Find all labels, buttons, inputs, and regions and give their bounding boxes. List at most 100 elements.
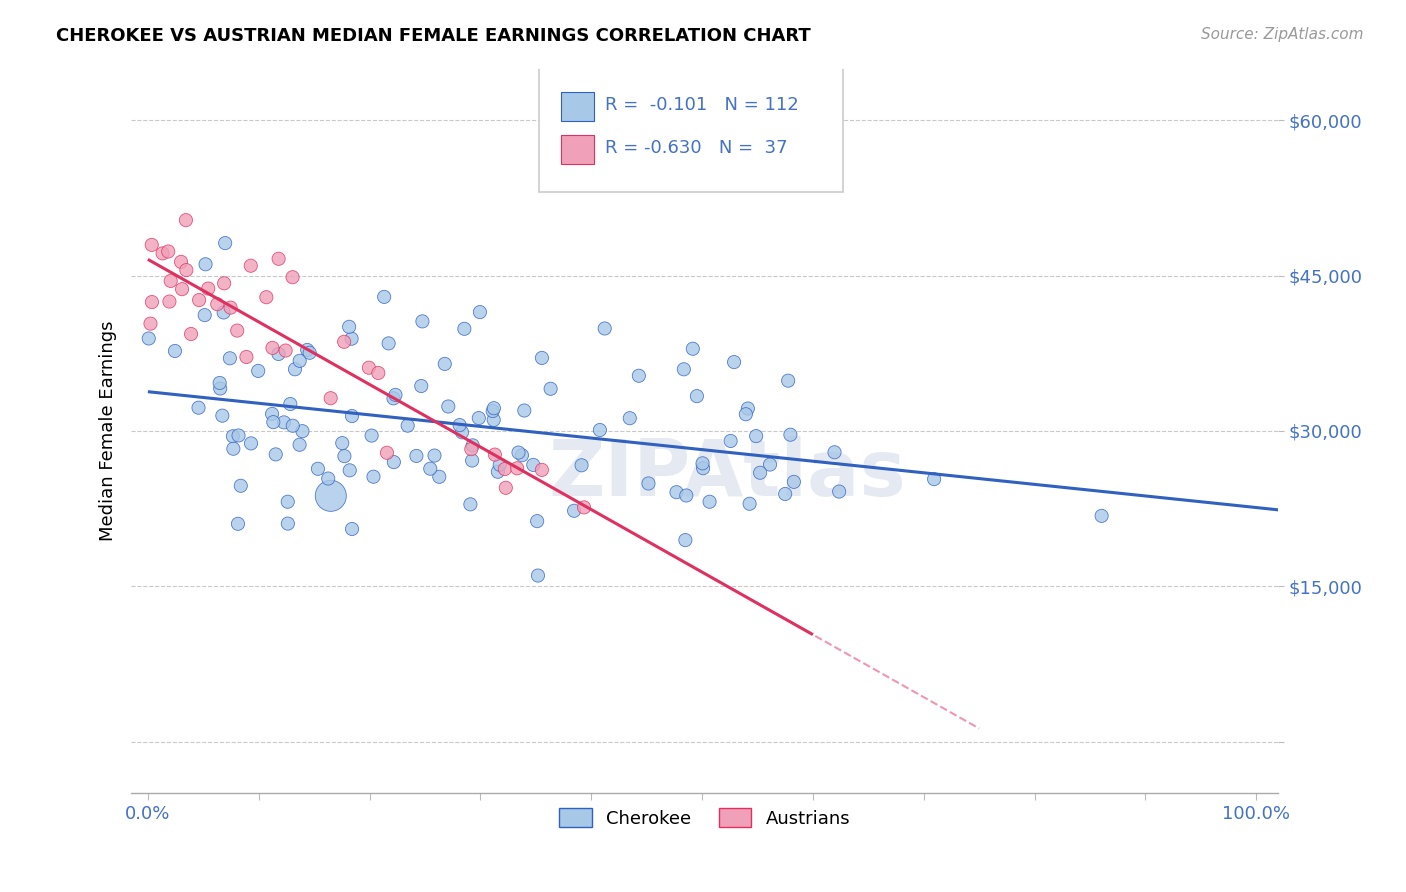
Point bbox=[433, 357, 456, 371]
Point bbox=[506, 461, 529, 475]
Point bbox=[530, 463, 553, 477]
Point bbox=[222, 442, 245, 456]
Point bbox=[759, 458, 782, 472]
Point bbox=[627, 368, 650, 383]
Point bbox=[262, 415, 284, 429]
Point bbox=[453, 322, 475, 336]
Point bbox=[298, 345, 321, 359]
Point bbox=[340, 522, 363, 536]
Point bbox=[330, 436, 353, 450]
Point bbox=[319, 391, 342, 405]
Point bbox=[373, 290, 395, 304]
Point bbox=[207, 297, 229, 311]
Point bbox=[247, 364, 270, 378]
Point bbox=[749, 466, 772, 480]
Point bbox=[734, 407, 756, 421]
Point bbox=[141, 238, 163, 252]
Point bbox=[482, 413, 505, 427]
Point bbox=[692, 461, 714, 475]
Point bbox=[139, 317, 162, 331]
Point bbox=[214, 236, 236, 251]
Point bbox=[1091, 508, 1114, 523]
Point bbox=[382, 392, 405, 406]
Point bbox=[468, 305, 491, 319]
Point bbox=[267, 252, 290, 266]
Point bbox=[482, 401, 505, 416]
Point bbox=[226, 324, 249, 338]
Point bbox=[723, 355, 745, 369]
Point bbox=[737, 401, 759, 416]
Point bbox=[495, 481, 517, 495]
Point bbox=[152, 246, 174, 260]
Point bbox=[180, 326, 202, 341]
Point bbox=[513, 403, 536, 417]
Point bbox=[745, 429, 768, 443]
Point bbox=[197, 282, 219, 296]
Point bbox=[589, 423, 612, 437]
Point bbox=[188, 293, 211, 307]
Point bbox=[494, 462, 516, 476]
Point bbox=[922, 472, 945, 486]
Point bbox=[262, 341, 284, 355]
Point bbox=[262, 407, 284, 421]
Point bbox=[212, 277, 235, 291]
Point bbox=[637, 476, 659, 491]
Point bbox=[423, 449, 446, 463]
Point bbox=[411, 314, 433, 328]
Point bbox=[461, 453, 484, 467]
Point bbox=[824, 445, 846, 459]
Y-axis label: Median Female Earnings: Median Female Earnings bbox=[100, 321, 117, 541]
Point bbox=[682, 342, 704, 356]
Point bbox=[267, 347, 290, 361]
Text: ZIPAtlas: ZIPAtlas bbox=[548, 436, 907, 512]
Point bbox=[530, 351, 553, 365]
Point bbox=[481, 404, 503, 418]
Point bbox=[488, 458, 510, 472]
Point bbox=[264, 447, 287, 461]
Point bbox=[229, 479, 252, 493]
Point bbox=[288, 354, 311, 368]
Point bbox=[254, 290, 277, 304]
Point bbox=[297, 343, 319, 357]
Point bbox=[571, 458, 593, 473]
Point bbox=[419, 461, 441, 475]
Text: R = -0.630   N =  37: R = -0.630 N = 37 bbox=[605, 139, 787, 157]
Point bbox=[339, 463, 361, 477]
Point bbox=[222, 429, 245, 443]
Point bbox=[526, 514, 548, 528]
Point bbox=[773, 487, 796, 501]
Point bbox=[337, 319, 360, 334]
Point bbox=[357, 360, 380, 375]
Point bbox=[427, 470, 450, 484]
Text: CHEROKEE VS AUSTRIAN MEDIAN FEMALE EARNINGS CORRELATION CHART: CHEROKEE VS AUSTRIAN MEDIAN FEMALE EARNI… bbox=[56, 27, 811, 45]
Point bbox=[281, 418, 304, 433]
Point bbox=[235, 350, 257, 364]
Point bbox=[226, 516, 249, 531]
Point bbox=[384, 388, 406, 402]
Point bbox=[665, 485, 688, 500]
Point bbox=[219, 301, 242, 315]
Point bbox=[461, 438, 484, 452]
Point bbox=[240, 436, 263, 450]
Point bbox=[333, 449, 356, 463]
Point bbox=[783, 475, 806, 489]
Point bbox=[437, 400, 460, 414]
Point bbox=[778, 374, 800, 388]
Point bbox=[211, 409, 233, 423]
Point bbox=[686, 389, 709, 403]
Point bbox=[159, 294, 181, 309]
Point bbox=[377, 336, 399, 351]
Point bbox=[699, 495, 721, 509]
Point bbox=[174, 213, 197, 227]
Point bbox=[460, 497, 482, 511]
Point bbox=[508, 445, 530, 459]
Point bbox=[316, 471, 339, 485]
Point bbox=[284, 362, 307, 376]
Point bbox=[540, 382, 562, 396]
Point bbox=[288, 438, 311, 452]
Point bbox=[281, 270, 304, 285]
Point bbox=[692, 456, 714, 470]
Point bbox=[319, 489, 342, 503]
Point bbox=[363, 469, 385, 483]
Point bbox=[451, 425, 474, 440]
